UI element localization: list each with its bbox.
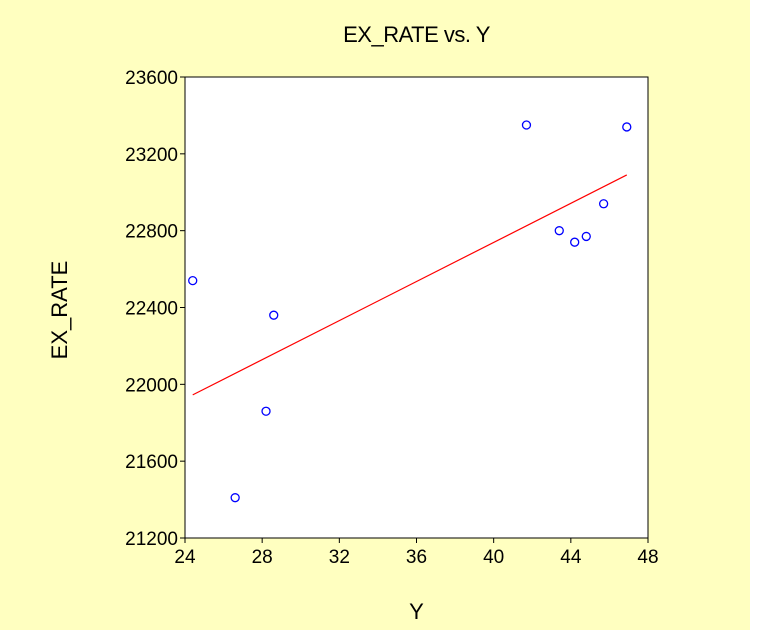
data-point [570, 237, 580, 247]
data-point [521, 120, 532, 130]
x-tick-label: 36 [406, 547, 427, 568]
y-tick-label: 23200 [125, 145, 178, 166]
y-tick-label: 22800 [125, 222, 178, 243]
data-point [230, 493, 240, 503]
axis-ticks: 24 28 32 36 40 44 48 21200 21600 22000 22400 22800 2… [125, 68, 658, 568]
y-tick-label: 22400 [125, 299, 178, 320]
data-points [188, 120, 632, 503]
data-point [188, 275, 198, 286]
data-point [261, 406, 271, 416]
data-point [554, 226, 564, 236]
chart-title: EX_RATE vs. Y [343, 22, 490, 47]
y-tick-label: 21200 [125, 529, 178, 550]
data-point [622, 122, 632, 132]
y-tick-label: 21600 [125, 452, 178, 473]
data-point [269, 310, 279, 320]
plot-area [184, 76, 649, 539]
x-axis-label: Y [409, 599, 424, 624]
x-tick-label: 44 [560, 547, 582, 568]
data-point [581, 231, 591, 242]
x-tick-label: 28 [252, 547, 273, 568]
regression-line-layer [192, 174, 628, 396]
y-tick-label: 23600 [125, 68, 178, 89]
x-tick-label: 40 [483, 547, 504, 568]
data-point [598, 199, 609, 209]
x-tick-label: 24 [174, 547, 196, 568]
y-tick-label: 22000 [125, 375, 178, 396]
regression-line [192, 174, 628, 396]
x-tick-label: 32 [329, 547, 350, 568]
x-tick-label: 48 [637, 547, 658, 568]
